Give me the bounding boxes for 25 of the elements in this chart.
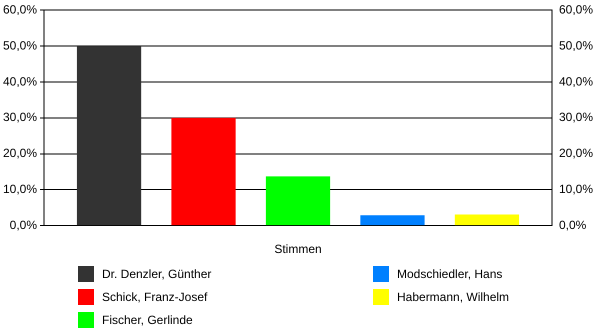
text: 40,0% [558,74,594,88]
y-tick-label: 50,0% [2,38,38,52]
text: 60,0% [558,2,594,17]
bar [454,214,520,226]
y-tick-label: 10,0% [2,182,38,196]
y-tick-label: 60,0% [2,2,38,17]
legend-label: Dr. Denzler, Günther [102,266,212,280]
text: 30,0% [558,110,594,124]
text: 50,0% [558,38,594,52]
y-tick-label: 20,0% [2,146,38,160]
bar [76,46,142,226]
legend-label: Modschiedler, Hans [397,266,502,280]
x-tick-label: Stimmen [274,242,322,256]
legend-label: Habermann, Wilhelm [397,290,510,304]
text: 20,0% [558,146,594,160]
text: 0,0% [558,218,586,232]
bar [171,118,236,226]
bar [266,176,330,226]
bar [360,215,425,226]
legend-label: Schick, Franz-Josef [102,290,208,304]
y-tick-label: 0,0% [10,218,38,232]
legend-label: Fischer, Gerlinde [102,312,193,326]
y-tick-label: 40,0% [2,74,38,88]
text: 10,0% [558,182,594,196]
y-tick-label: 30,0% [2,110,38,124]
